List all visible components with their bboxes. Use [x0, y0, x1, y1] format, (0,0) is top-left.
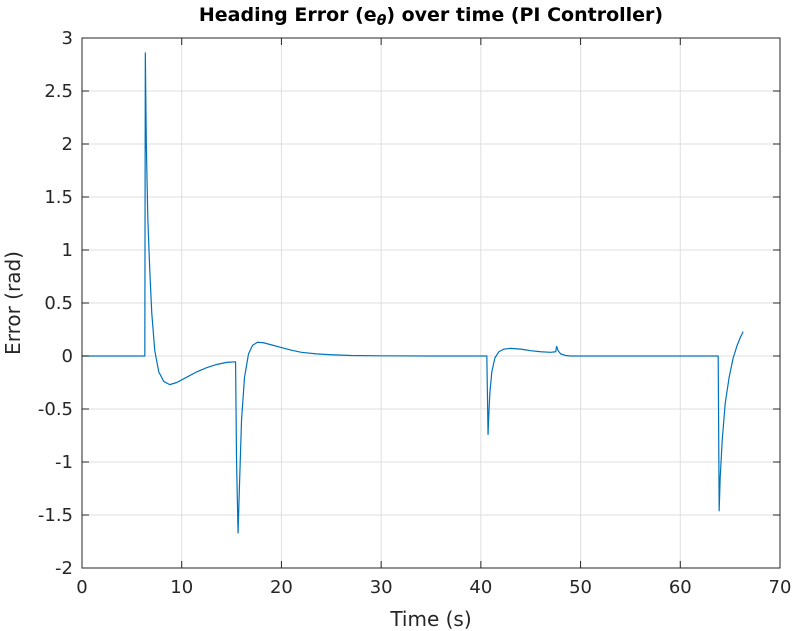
x-tick-label: 10: [170, 577, 193, 598]
y-tick-labels: -2 -1.5 -1 -0.5 0 0.5 1 1.5 2 2.5 3: [38, 28, 73, 579]
series-layer: [82, 52, 744, 534]
x-tick-label: 20: [270, 577, 293, 598]
x-tick-label: 60: [669, 577, 692, 598]
grid-lines: [82, 38, 780, 568]
x-axis-label: Time (s): [389, 607, 471, 631]
y-tick-label: 2: [62, 134, 73, 155]
y-tick-label: -1.5: [38, 505, 73, 526]
y-tick-label: 2.5: [44, 81, 73, 102]
tick-marks: [81, 37, 781, 569]
chart-title-main: Heading Error (e: [199, 4, 377, 26]
x-tick-label: 30: [370, 577, 393, 598]
y-tick-label: -0.5: [38, 399, 73, 420]
y-tick-label: 1: [62, 240, 73, 261]
y-tick-label: 3: [62, 28, 73, 49]
chart-title-rest: ) over time (PI Controller): [386, 4, 663, 26]
x-tick-label: 40: [469, 577, 492, 598]
x-tick-label: 0: [76, 577, 87, 598]
x-tick-labels: 0 10 20 30 40 50 60 70: [76, 577, 791, 598]
y-axis-label: Error (rad): [1, 251, 25, 355]
x-tick-label: 70: [769, 577, 792, 598]
y-tick-label: 1.5: [44, 187, 73, 208]
y-tick-label: -2: [55, 558, 73, 579]
y-tick-label: 0: [62, 346, 73, 367]
y-tick-label: 0.5: [44, 293, 73, 314]
x-tick-label: 50: [569, 577, 592, 598]
y-tick-label: -1: [55, 452, 73, 473]
chart-title: Heading Error (eθ) over time (PI Control…: [199, 4, 663, 29]
chart-title-subscript: θ: [377, 13, 387, 29]
series-line: [82, 52, 744, 534]
